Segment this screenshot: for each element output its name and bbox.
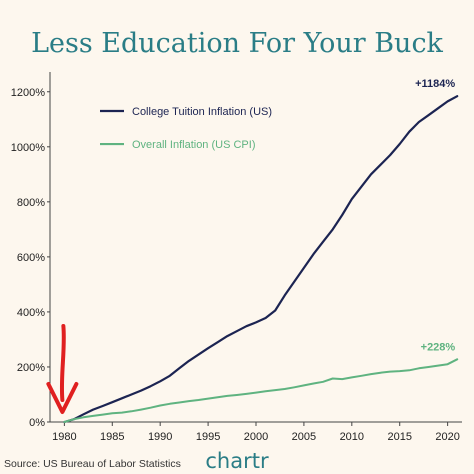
legend-label: Overall Inflation (US CPI) — [132, 139, 255, 151]
series-end-label: +1184% — [415, 78, 455, 90]
y-tick-label: 400% — [17, 307, 45, 319]
red-arrow-head — [46, 382, 79, 414]
series-line-overall-cpi — [63, 358, 459, 423]
legend-label: College Tuition Inflation (US) — [132, 106, 272, 118]
series-end-label: +228% — [421, 341, 456, 353]
x-tick-label: 1980 — [52, 431, 76, 443]
x-tick-label: 1985 — [100, 431, 124, 443]
x-tick-label: 1990 — [148, 431, 172, 443]
series-line-college-tuition — [63, 95, 459, 424]
y-tick-label: 1200% — [11, 87, 45, 99]
red-arrow-shaft — [59, 324, 66, 402]
series-layer: +1184% +228% — [63, 78, 459, 424]
x-tick-label: 2005 — [292, 431, 316, 443]
y-tick-label: 600% — [17, 252, 45, 264]
x-tick-label: 1995 — [196, 431, 220, 443]
source-note: Source: US Bureau of Labor Statistics — [4, 458, 181, 470]
brand-logo: chartr — [205, 449, 269, 473]
x-tick-label: 2010 — [340, 431, 364, 443]
y-tick-label: 800% — [17, 197, 45, 209]
y-tick-label: 0% — [29, 417, 45, 429]
chart-title: Less Education For Your Buck — [31, 28, 443, 59]
axes: 0% 200% 400% 600% 800% 1000% 1200% 1980 1985 1990… — [11, 72, 462, 443]
x-tick-label: 2015 — [387, 431, 411, 443]
y-tick-label: 200% — [17, 362, 45, 374]
x-tick-label: 2020 — [435, 431, 459, 443]
annotation-layer — [46, 324, 79, 414]
x-tick-label: 2000 — [244, 431, 268, 443]
y-tick-label: 1000% — [11, 142, 45, 154]
legend: College Tuition Inflation (US) Overall In… — [100, 106, 272, 151]
